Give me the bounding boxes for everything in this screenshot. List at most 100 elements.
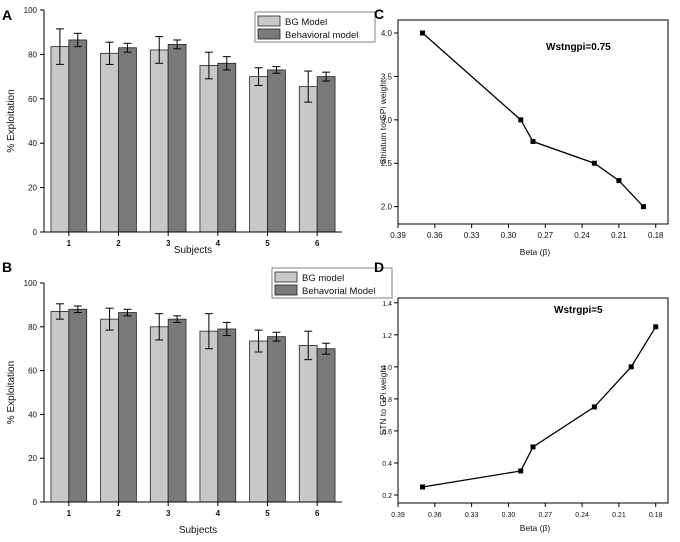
- x-tick-label: 0.33: [464, 231, 480, 240]
- series-line: [422, 326, 657, 488]
- y-tick-label: 4.0: [381, 29, 393, 38]
- x-tick-label: 0.24: [575, 512, 589, 519]
- bar-a-s2-c2: [118, 47, 137, 233]
- chart-c: 0.39 0.36 0.33 0.30 0.27 0.24 0.21 0.18 2.0 2.5 3.…: [374, 6, 669, 257]
- y-axis-label: % Exploitation: [6, 361, 17, 424]
- x-tick-label: 0.21: [611, 231, 627, 240]
- x-tick-label: 2: [116, 509, 121, 518]
- y-tick-label: 40: [28, 139, 37, 148]
- data-point-c-4: [591, 160, 597, 166]
- data-point-c-1: [420, 30, 426, 36]
- y-tick-label: 40: [28, 410, 37, 419]
- series-line: [422, 32, 644, 208]
- plot-frame: [397, 19, 669, 225]
- legend-label: BG Model: [285, 17, 327, 28]
- y-tick-label: 1.2: [382, 333, 392, 340]
- y-tick-label: 1.4: [382, 301, 392, 308]
- x-tick-label: 5: [265, 509, 270, 518]
- bar-b-s2-c3: [167, 318, 187, 503]
- y-tick-label: 20: [28, 184, 37, 193]
- y-axis-label: STN to GPi weight: [378, 365, 388, 436]
- bar-b-s1-c1: [50, 311, 70, 503]
- x-axis-label: Beta (β): [520, 247, 551, 257]
- bar-b-s2-c2: [118, 312, 137, 503]
- bar-a-s1-c6: [298, 86, 318, 233]
- y-axis-label: Striatum to GPi weight: [378, 79, 388, 164]
- data-point-c-2: [518, 117, 524, 123]
- y-tick-label: 2.5: [381, 159, 393, 168]
- bar-a-s2-c5: [267, 69, 286, 233]
- legend-swatch: [257, 28, 281, 40]
- x-tick-label: 2: [116, 239, 121, 248]
- bar-b-s1-c6: [298, 345, 318, 503]
- chart-b: 0 20 40 60 80 100 1 2 3 4 5 6 Subjects % Exploitation…: [2, 259, 393, 536]
- panel-label: B: [2, 259, 12, 275]
- x-tick-label: 0.21: [612, 512, 626, 519]
- legend-label: Behavioral model: [285, 30, 358, 41]
- y-tick-label: 0: [33, 498, 38, 507]
- y-tick-label: 100: [24, 279, 38, 288]
- bar-b-s1-c5: [249, 340, 268, 503]
- legend-swatch: [257, 15, 281, 27]
- plot-frame: [397, 297, 669, 504]
- annotation: Wstrgpi=5: [554, 305, 603, 316]
- panel-label: A: [2, 7, 12, 23]
- y-tick-label: 0.2: [382, 493, 392, 500]
- x-tick-label: 0.18: [648, 231, 664, 240]
- chart-a: 0 20 40 60 80 100 1 2 3 4 5 6 Subjects % Exploitation…: [2, 6, 376, 256]
- x-tick-label: 3: [166, 509, 171, 518]
- data-point-d-1: [420, 484, 426, 490]
- x-tick-label: 0.18: [649, 512, 663, 519]
- bar-a-s1-c5: [249, 76, 268, 233]
- bar-b-s1-c3: [149, 326, 169, 503]
- data-point-d-2: [518, 468, 524, 474]
- legend-swatch: [274, 271, 298, 283]
- bar-a-s1-c4: [199, 65, 219, 233]
- y-tick-label: 3.5: [381, 72, 393, 81]
- bar-b-s2-c6: [316, 348, 336, 503]
- panel-label: D: [374, 259, 384, 275]
- x-axis-label: Subjects: [179, 525, 217, 536]
- legend-label: BG model: [302, 273, 344, 284]
- x-tick-label: 4: [216, 509, 221, 518]
- bar-b-s2-c4: [217, 328, 237, 503]
- x-tick-label: 0.39: [391, 512, 405, 519]
- x-tick-label: 1: [67, 239, 72, 248]
- bar-a-s2-c4: [217, 62, 237, 233]
- y-tick-label: 0.6: [382, 429, 392, 436]
- legend-label: Behavorial Model: [302, 286, 375, 297]
- bar-b-s1-c2: [100, 318, 119, 503]
- x-axis-label: Subjects: [174, 245, 212, 256]
- bar-a-s2-c1: [68, 39, 88, 233]
- x-tick-label: 0.27: [537, 231, 553, 240]
- y-tick-label: 2.0: [381, 203, 393, 212]
- x-axis-label: Beta (β): [520, 523, 551, 533]
- chart-d: 0.39 0.36 0.33 0.30 0.27 0.24 0.21 0.18 0.2 0.4 0.…: [374, 259, 669, 533]
- y-tick-label: 0: [33, 228, 38, 237]
- x-tick-label: 6: [315, 239, 320, 248]
- x-tick-label: 5: [265, 239, 270, 248]
- annotation: Wstngpi=0.75: [546, 42, 611, 53]
- x-tick-label: 0.27: [538, 512, 552, 519]
- y-tick-label: 1.0: [382, 365, 392, 372]
- bar-a-s1-c2: [100, 52, 119, 233]
- x-tick-label: 0.30: [501, 231, 517, 240]
- y-axis-label: % Exploitation: [6, 89, 17, 152]
- data-point-c-6: [640, 204, 646, 210]
- x-tick-label: 3: [166, 239, 171, 248]
- data-point-d-4: [591, 404, 597, 410]
- y-tick-label: 60: [28, 367, 37, 376]
- data-point-c-5: [616, 178, 622, 184]
- bar-b-s2-c1: [68, 308, 88, 503]
- bar-a-s1-c1: [50, 46, 70, 233]
- x-tick-label: 1: [67, 509, 72, 518]
- y-tick-label: 3.0: [381, 116, 393, 125]
- y-tick-label: 60: [28, 95, 37, 104]
- x-tick-label: 0.33: [465, 512, 479, 519]
- y-tick-label: 0.8: [382, 397, 392, 404]
- bar-b-s1-c4: [199, 330, 219, 503]
- panel-label: C: [374, 6, 384, 22]
- bar-a-s1-c3: [149, 49, 169, 233]
- y-tick-label: 0.4: [382, 461, 392, 468]
